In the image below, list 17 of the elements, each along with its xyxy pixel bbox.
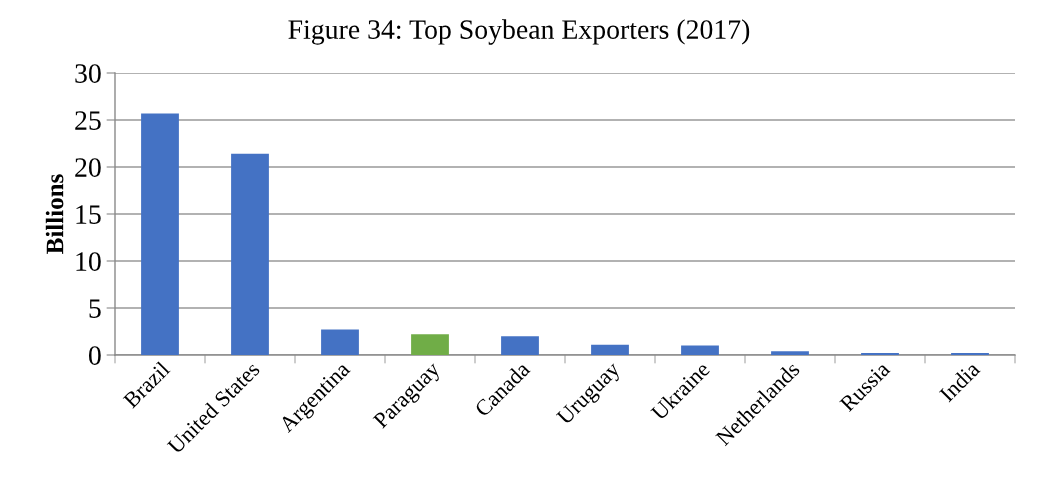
y-tick-label: 15 [76,205,101,224]
y-tick-label: 25 [75,111,101,130]
chart-title: Figure 34: Top Soybean Exporters (2017) [288,19,750,45]
bar [501,336,539,355]
bar [771,351,809,355]
y-axis-title: Billions [45,174,64,254]
bar [681,345,719,355]
y-tick-label: 30 [75,64,101,83]
y-tick-label: 20 [75,158,101,177]
y-tick-label: 10 [76,252,101,271]
y-tick-label: 5 [89,299,101,318]
bar [141,113,179,355]
bar [231,153,269,355]
y-tick-label: 0 [88,346,101,365]
bar [591,344,629,355]
bar [321,329,359,355]
bar [411,334,449,355]
